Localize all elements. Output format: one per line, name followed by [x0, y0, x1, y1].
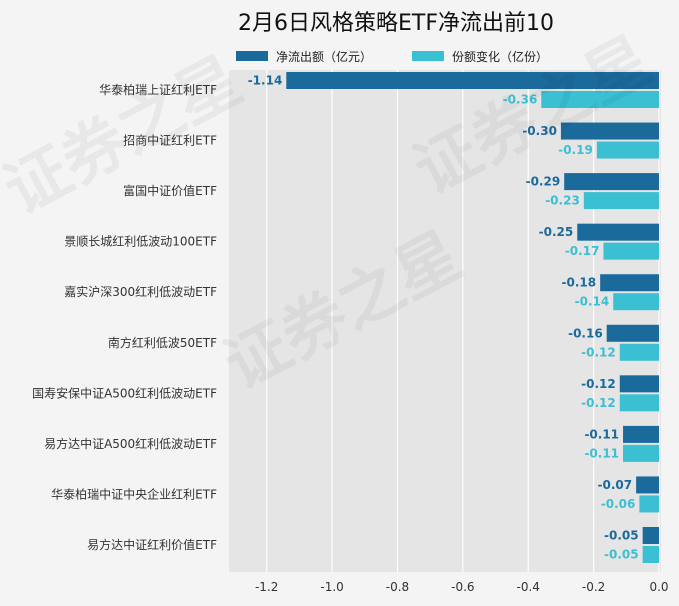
legend-label-net-outflow: 净流出额（亿元）	[276, 49, 372, 64]
chart-title: 2月6日风格策略ETF净流出前10	[238, 11, 554, 36]
value-label-net-outflow: -0.16	[568, 326, 603, 340]
x-tick-label: -0.6	[451, 580, 474, 594]
bar-net-outflow	[619, 375, 659, 393]
bar-share-change	[613, 293, 659, 311]
value-label-net-outflow: -0.18	[562, 276, 597, 290]
bar-net-outflow	[577, 223, 659, 241]
value-label-net-outflow: -0.30	[522, 124, 557, 138]
x-tick-label: -0.8	[386, 580, 409, 594]
value-label-share-change: -0.36	[503, 93, 538, 107]
value-label-share-change: -0.14	[575, 295, 610, 309]
category-label: 易方达中证A500红利低波动ETF	[44, 436, 217, 451]
x-tick-labels-group: -1.2 -1.0 -0.8 -0.6 -0.4 -0.2 0.0	[255, 580, 669, 594]
category-label: 华泰柏瑞上证红利ETF	[99, 82, 217, 97]
value-label-net-outflow: -1.14	[248, 74, 283, 88]
category-label: 招商中证红利ETF	[123, 133, 217, 148]
value-labels-group: -1.14 -0.36 -0.30-0.19 -0.29 -0.23 -0.25 -0.17…	[248, 74, 639, 562]
bar-share-change	[619, 343, 659, 361]
bar-net-outflow	[606, 324, 659, 342]
category-labels-group: 华泰柏瑞上证红利ETF 招商中证红利ETF 富国中证价值ETF 景顺长城红利低波动10…	[32, 82, 217, 552]
x-tick-label: -1.2	[255, 580, 278, 594]
value-label-share-change: -0.05	[604, 548, 639, 562]
bar-share-change	[639, 495, 659, 513]
category-label: 华泰柏瑞中证中央企业红利ETF	[51, 486, 217, 501]
bar-share-change	[603, 242, 659, 260]
category-label: 嘉实沪深300红利低波动ETF	[64, 284, 217, 299]
category-label: 国寿安保中证A500红利低波动ETF	[32, 385, 217, 400]
x-tick-label: -0.4	[517, 580, 540, 594]
x-tick-label: 0.0	[649, 580, 668, 594]
bar-share-change	[583, 192, 659, 210]
plot-area	[229, 70, 661, 572]
bar-share-change	[623, 444, 659, 462]
bar-net-outflow	[623, 425, 659, 443]
value-label-share-change: -0.06	[601, 497, 636, 511]
value-label-net-outflow: -0.11	[584, 427, 619, 441]
bar-share-change	[619, 394, 659, 412]
value-label-net-outflow: -0.12	[581, 377, 616, 391]
bar-net-outflow	[560, 122, 659, 140]
value-label-share-change: -0.19	[558, 143, 593, 157]
legend: 净流出额（亿元） 份额变化（亿份）	[236, 49, 548, 64]
x-tick-label: -1.0	[320, 580, 343, 594]
bar-net-outflow	[564, 173, 659, 191]
bar-share-change	[596, 141, 659, 159]
bar-net-outflow	[600, 274, 659, 292]
value-label-share-change: -0.12	[581, 345, 616, 359]
legend-swatch-net-outflow	[236, 51, 268, 61]
category-label: 南方红利低波50ETF	[108, 335, 217, 350]
x-tick-label: -0.2	[582, 580, 605, 594]
bar-net-outflow	[286, 72, 659, 89]
value-label-share-change: -0.12	[581, 396, 616, 410]
legend-label-share-change: 份额变化（亿份）	[452, 49, 548, 64]
legend-swatch-share-change	[412, 51, 444, 61]
bar-net-outflow	[642, 527, 659, 544]
bar-net-outflow	[636, 476, 659, 494]
category-label: 富国中证价值ETF	[123, 183, 217, 198]
value-label-net-outflow: -0.29	[526, 175, 561, 189]
value-label-share-change: -0.23	[545, 194, 580, 208]
value-label-share-change: -0.11	[584, 446, 619, 460]
value-label-share-change: -0.17	[565, 244, 600, 258]
value-label-net-outflow: -0.07	[598, 478, 633, 492]
bar-share-change	[642, 546, 659, 563]
category-label: 易方达中证红利价值ETF	[87, 537, 217, 552]
value-label-net-outflow: -0.05	[604, 529, 639, 543]
category-label: 景顺长城红利低波动100ETF	[64, 234, 217, 249]
bars-group	[286, 72, 659, 563]
value-label-net-outflow: -0.25	[539, 225, 574, 239]
bar-share-change	[541, 91, 659, 108]
